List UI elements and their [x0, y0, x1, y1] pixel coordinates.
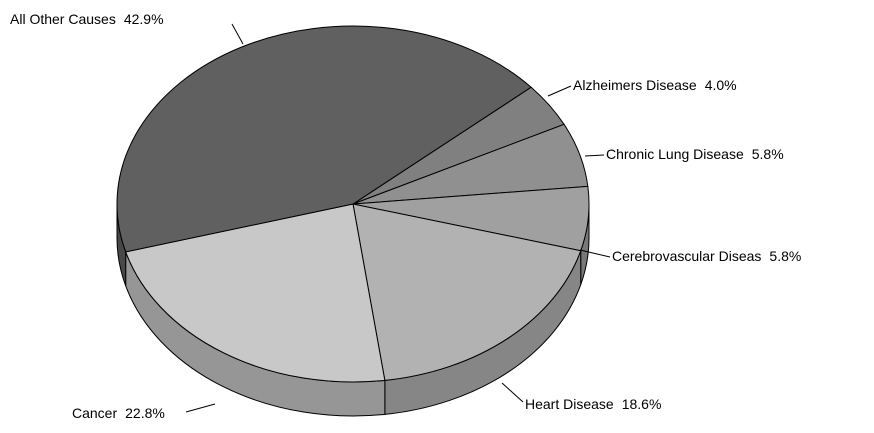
- slice-label: Chronic Lung Disease 5.8%: [606, 146, 784, 162]
- slice-label: Heart Disease 18.6%: [525, 396, 661, 412]
- slice: [125, 203, 386, 383]
- leader-line: [231, 23, 244, 45]
- category-label: All Other Causes: [10, 11, 116, 27]
- leader-line: [579, 249, 611, 258]
- value-label: 5.8%: [752, 146, 784, 162]
- leader-line: [584, 154, 605, 157]
- slice: [352, 203, 582, 381]
- category-label: Cerebrovascular Diseas: [612, 248, 761, 264]
- value-label: 42.9%: [124, 11, 164, 27]
- category-label: Heart Disease: [525, 396, 614, 412]
- value-label: 22.8%: [125, 405, 165, 421]
- leader-line: [547, 85, 572, 97]
- category-label: Chronic Lung Disease: [606, 146, 744, 162]
- value-label: 5.8%: [769, 248, 801, 264]
- slice-label: Cancer 22.8%: [72, 405, 165, 421]
- leader-line: [185, 403, 216, 413]
- category-label: Cancer: [72, 405, 117, 421]
- slice: [116, 25, 532, 253]
- leader-line: [501, 382, 524, 403]
- slice-label: Alzheimers Disease 4.0%: [573, 77, 737, 93]
- category-label: Alzheimers Disease: [573, 77, 697, 93]
- value-label: 4.0%: [705, 77, 737, 93]
- slice-label: All Other Causes 42.9%: [10, 11, 164, 27]
- value-label: 18.6%: [622, 396, 662, 412]
- slice-label: Cerebrovascular Diseas 5.8%: [612, 248, 801, 264]
